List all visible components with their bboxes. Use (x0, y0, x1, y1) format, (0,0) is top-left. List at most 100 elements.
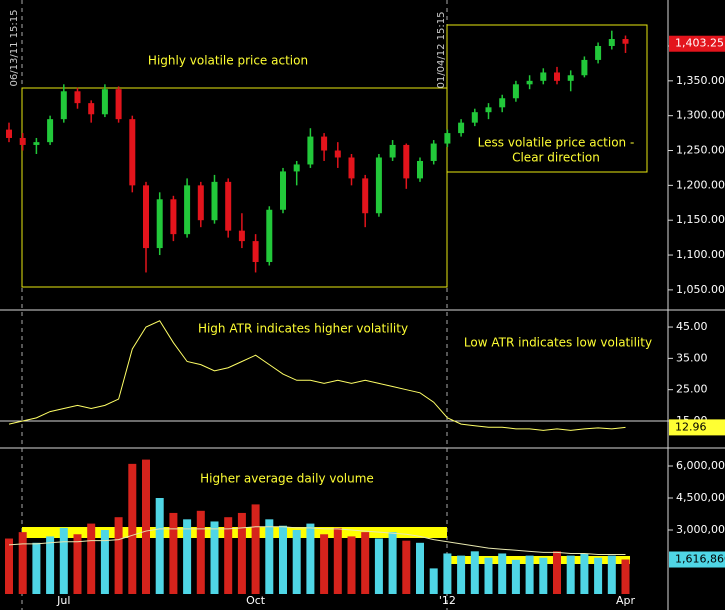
y-tick-label: 1,350.00 (676, 74, 725, 87)
candle-body (567, 75, 574, 81)
volume-bar (224, 517, 233, 594)
candle-body (307, 136, 314, 165)
y-tick-label: 1,250.00 (676, 144, 725, 157)
volume-bar (279, 525, 287, 594)
candle-body (608, 39, 615, 46)
candle-body (60, 91, 67, 120)
candle-body (595, 45, 602, 60)
volume-bar (100, 530, 109, 594)
candle-body (540, 72, 547, 81)
candle-body (321, 136, 328, 151)
volume-bar (457, 555, 466, 594)
volume-bar (196, 510, 205, 594)
candle-body (238, 230, 245, 242)
candle-body (211, 181, 218, 221)
candle-body (417, 160, 423, 179)
volume-bar (306, 523, 315, 594)
candle-body (33, 142, 40, 145)
volume-bar (265, 519, 274, 594)
volume-bar (142, 459, 150, 594)
volume-bar (292, 530, 301, 594)
atr-line (8, 320, 626, 431)
candle-body (526, 80, 533, 85)
marks: 1,050.00 1,100.00 1,150.00 1,200.00 1,250.00… (0, 30, 725, 607)
annotation: Highly volatile price action (148, 54, 308, 68)
marker-label: 06/13/11 15:15 (9, 10, 20, 87)
candle-body (129, 119, 136, 186)
volume-bar (169, 512, 178, 594)
candle-body (252, 241, 259, 263)
x-tick-label: Oct (246, 594, 266, 607)
volume-bar (114, 517, 123, 594)
candle-body (458, 122, 465, 134)
candle-body (74, 91, 81, 104)
volume-bar (361, 532, 370, 594)
y-tick-label: 4,500,000 (676, 491, 725, 504)
x-tick-label: Jul (56, 594, 70, 607)
volume-bar (210, 521, 219, 594)
candle-body (444, 133, 451, 144)
highlight-box (21, 87, 448, 288)
y-tick-label: 45.00 (676, 320, 708, 333)
volume-bar (498, 553, 507, 594)
candle-body (471, 112, 478, 123)
volume-bar (429, 568, 438, 594)
volume-bar (566, 555, 575, 594)
annotation: Clear direction (512, 151, 600, 165)
y-tick-label: 1,050.00 (676, 283, 725, 296)
candle-body (348, 157, 355, 179)
candle-body (19, 137, 26, 145)
last-value-box (669, 551, 725, 568)
last-value-label: 12.96 (675, 420, 707, 433)
volume-bar (443, 553, 452, 594)
candle-body (266, 209, 273, 263)
volume-bar (5, 538, 13, 594)
y-tick-label: 25.00 (676, 383, 708, 396)
volume-bar (402, 540, 411, 594)
volume-bar (553, 551, 561, 594)
volume-band (447, 556, 630, 564)
volume-bar (237, 512, 246, 594)
volume-bar (607, 555, 616, 594)
candle-body (334, 150, 341, 158)
y-tick-label: 1,150.00 (676, 213, 725, 226)
x-tick-label: Apr (616, 594, 636, 607)
volume-bar (128, 463, 137, 594)
candle-body (581, 59, 588, 76)
volume-bar (580, 553, 589, 594)
volume-bar (183, 519, 192, 594)
candle-body (170, 199, 177, 235)
candle-body (499, 98, 506, 108)
volume-average (8, 526, 626, 556)
volume-bar (594, 557, 603, 594)
volume-bar (320, 534, 329, 594)
candle-body (156, 199, 163, 249)
y-tick-label: 1,200.00 (676, 178, 725, 191)
candle-body (6, 129, 12, 138)
volume-bar (388, 532, 397, 594)
volume-bar (155, 498, 164, 594)
candle-body (47, 119, 54, 143)
y-tick-label: 1,300.00 (676, 109, 725, 122)
volume-bar (251, 504, 260, 594)
candle-body (184, 185, 191, 235)
candle-body (143, 185, 149, 249)
y-tick-label: 35.00 (676, 351, 708, 364)
volume-bar (511, 559, 520, 594)
volume-bar (18, 532, 27, 594)
candle-body (403, 144, 410, 179)
candle-body (197, 185, 204, 221)
volume-bar (32, 542, 41, 594)
last-value-label: 1,403.25 (675, 37, 724, 50)
y-tick-label: 3,000,000 (676, 523, 725, 536)
candle-body (485, 107, 492, 113)
annotation: Low ATR indicates low volatility (464, 336, 652, 350)
volume-bar (347, 536, 356, 594)
y-tick-label: 6,000,000 (676, 459, 725, 472)
volume-bar (539, 557, 548, 594)
highlight-box (446, 24, 648, 173)
volume-bar (416, 542, 424, 594)
annotation: Less volatile price action - (478, 136, 635, 150)
annotation: High ATR indicates higher volatility (198, 322, 408, 336)
